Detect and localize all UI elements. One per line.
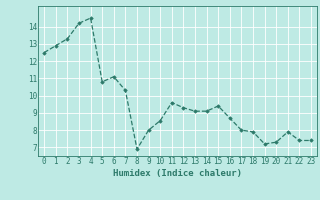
X-axis label: Humidex (Indice chaleur): Humidex (Indice chaleur) xyxy=(113,169,242,178)
